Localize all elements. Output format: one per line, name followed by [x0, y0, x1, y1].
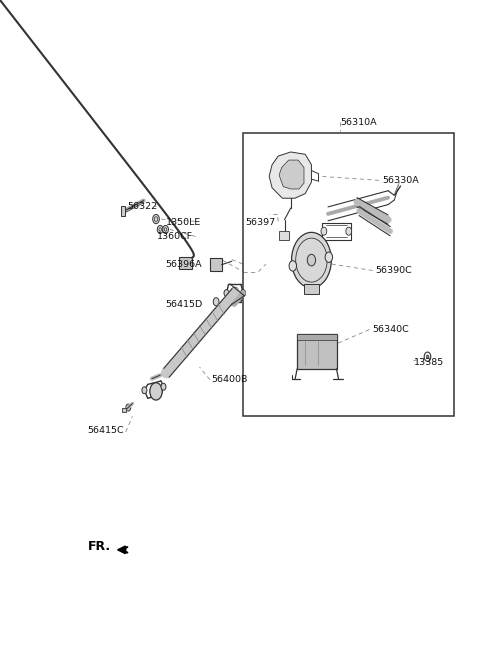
Bar: [243, 133, 455, 417]
Text: 1350LE: 1350LE: [166, 218, 201, 227]
Bar: [297, 334, 336, 369]
Text: 56390C: 56390C: [376, 266, 412, 275]
Text: 56396A: 56396A: [166, 260, 202, 269]
Text: 56310A: 56310A: [340, 118, 377, 127]
Circle shape: [240, 289, 246, 297]
Circle shape: [307, 255, 315, 266]
Circle shape: [325, 252, 333, 262]
Circle shape: [230, 287, 239, 299]
Circle shape: [161, 383, 166, 390]
Circle shape: [346, 227, 352, 236]
Circle shape: [224, 289, 229, 297]
Circle shape: [426, 355, 429, 358]
Circle shape: [213, 298, 219, 306]
Bar: [179, 257, 192, 269]
Bar: [121, 207, 125, 216]
Text: 13385: 13385: [414, 358, 444, 367]
Text: FR.: FR.: [88, 540, 111, 553]
Bar: [121, 407, 126, 412]
Text: 56340C: 56340C: [373, 325, 409, 334]
Circle shape: [291, 232, 331, 288]
Circle shape: [142, 387, 147, 394]
Circle shape: [289, 260, 297, 271]
Text: 56415D: 56415D: [166, 300, 203, 309]
Circle shape: [163, 226, 168, 234]
Bar: [304, 285, 319, 294]
Circle shape: [150, 382, 162, 400]
Text: 56397: 56397: [245, 218, 275, 227]
Text: 56400B: 56400B: [211, 375, 248, 384]
Circle shape: [157, 226, 163, 234]
Text: 1360CF: 1360CF: [157, 232, 193, 241]
Circle shape: [321, 227, 327, 236]
Polygon shape: [269, 152, 312, 198]
Polygon shape: [279, 160, 304, 189]
Text: 56330A: 56330A: [382, 176, 419, 185]
Text: 56415C: 56415C: [87, 426, 123, 435]
Circle shape: [153, 215, 159, 224]
Text: 56322: 56322: [127, 202, 157, 211]
Bar: [210, 258, 221, 271]
Bar: [297, 334, 336, 340]
Bar: [279, 231, 289, 240]
Circle shape: [126, 404, 131, 411]
